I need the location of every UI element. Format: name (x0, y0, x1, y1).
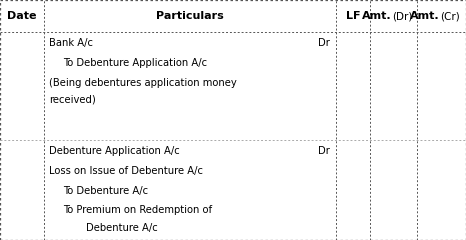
Text: To Debenture A/c: To Debenture A/c (63, 186, 148, 196)
Text: Amt.: Amt. (362, 11, 391, 21)
Text: To Premium on Redemption of: To Premium on Redemption of (63, 205, 212, 216)
Text: Amt.: Amt. (410, 11, 439, 21)
Text: (Being debentures application money: (Being debentures application money (49, 78, 237, 88)
Text: Debenture Application A/c: Debenture Application A/c (49, 146, 180, 156)
Text: Particulars: Particulars (156, 11, 224, 21)
Text: (Dr): (Dr) (392, 11, 413, 21)
Text: Bank A/c: Bank A/c (49, 38, 93, 48)
Text: Loss on Issue of Debenture A/c: Loss on Issue of Debenture A/c (49, 166, 203, 176)
Text: To Debenture Application A/c: To Debenture Application A/c (63, 58, 207, 68)
Text: Date: Date (7, 11, 37, 21)
Text: received): received) (49, 95, 96, 104)
Text: LF: LF (346, 11, 360, 21)
Text: (Cr): (Cr) (440, 11, 460, 21)
Text: Dr: Dr (318, 146, 330, 156)
Text: Dr: Dr (318, 38, 330, 48)
Text: Debenture A/c: Debenture A/c (86, 223, 158, 233)
